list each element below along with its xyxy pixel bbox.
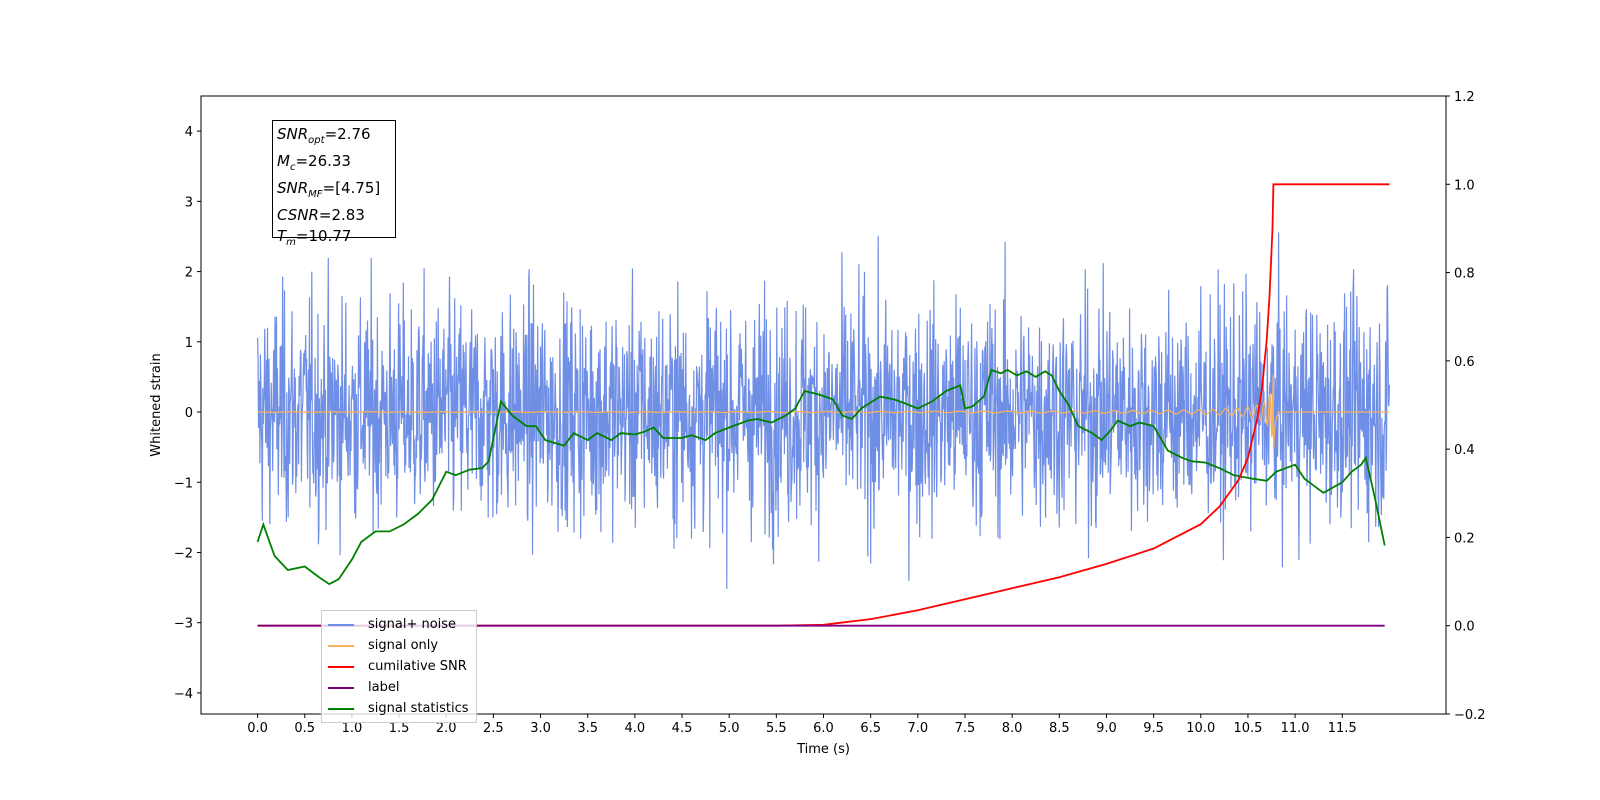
legend: signal+ noise signal only cumilative SNR… (321, 610, 477, 723)
signal-noise-line (257, 232, 1390, 590)
legend-item-signal-only: signal only (328, 635, 470, 656)
stat-csnr: CSNR=2.83 (277, 205, 391, 226)
y-axis-right: 1.2 1.0 0.8 0.6 0.4 0.2 0.0 −0.2 (1446, 90, 1486, 723)
legend-item-signal-noise: signal+ noise (328, 614, 470, 635)
legend-swatch (328, 686, 354, 689)
legend-label: signal+ noise (368, 617, 457, 632)
legend-swatch (328, 644, 354, 647)
x-tick-label: 8.0 (1002, 721, 1023, 736)
legend-label: cumilative SNR (368, 659, 467, 674)
y2-tick-label: 0.0 (1454, 620, 1475, 635)
legend-item-signal-statistics: signal statistics (328, 698, 470, 719)
y2-tick-label: 1.0 (1454, 178, 1475, 193)
stat-subscript: m (286, 237, 296, 248)
x-tick-label: 9.0 (1096, 721, 1117, 736)
signal-noise-series (257, 232, 1390, 590)
stats-annotation-box: SNRopt=2.76 Mc=26.33 SNRMF=[4.75] CSNR=2… (272, 120, 396, 248)
stat-merger-time: Tm=10.77 (277, 226, 391, 253)
stat-symbol: SNR (277, 179, 309, 197)
stat-symbol: M (277, 152, 290, 170)
x-tick-label: 5.0 (719, 721, 740, 736)
legend-item-label: label (328, 677, 470, 698)
stat-subscript: c (289, 162, 296, 173)
stat-name: Mc (277, 152, 296, 173)
stat-symbol: T (277, 227, 287, 245)
y2-tick-label: 1.2 (1454, 90, 1475, 105)
x-tick-label: 11.0 (1281, 721, 1310, 736)
stat-value: =2.76 (324, 125, 371, 143)
legend-swatch (328, 665, 354, 668)
x-tick-label: 4.0 (625, 721, 646, 736)
stat-name: Tm (277, 227, 296, 248)
y2-tick-label: 0.2 (1454, 531, 1475, 546)
stat-name: CSNR (277, 206, 319, 224)
legend-swatch (328, 707, 354, 710)
x-tick-label: 10.0 (1186, 721, 1215, 736)
legend-label: signal statistics (368, 701, 469, 716)
x-tick-label: 6.0 (813, 721, 834, 736)
stat-value: =2.83 (318, 206, 365, 224)
x-tick-label: 8.5 (1049, 721, 1070, 736)
x-tick-label: 2.5 (483, 721, 504, 736)
x-tick-label: 3.5 (577, 721, 598, 736)
y-tick-label: 0 (185, 406, 193, 421)
legend-label: signal only (368, 638, 439, 653)
stat-name: SNRMF (277, 179, 323, 200)
cumulative-snr-series (257, 183, 1390, 627)
y-tick-label: 2 (185, 266, 193, 281)
x-tick-label: 11.5 (1328, 721, 1357, 736)
signal-only-series (257, 375, 1390, 450)
y-tick-label: −3 (174, 617, 193, 632)
x-tick-label: 0.0 (247, 721, 268, 736)
y-tick-label: 4 (185, 125, 193, 140)
stat-value: =[4.75] (322, 179, 381, 197)
x-tick-label: 6.5 (860, 721, 881, 736)
x-tick-label: 9.5 (1143, 721, 1164, 736)
y-tick-label: 3 (185, 195, 193, 210)
x-tick-label: 3.0 (530, 721, 551, 736)
x-tick-label: 7.5 (955, 721, 976, 736)
y2-tick-label: 0.4 (1454, 443, 1475, 458)
stat-chirp-mass: Mc=26.33 (277, 151, 391, 178)
y-tick-label: −1 (174, 476, 193, 491)
x-axis-label: Time (s) (796, 742, 850, 757)
x-tick-label: 1.5 (389, 721, 410, 736)
x-tick-label: 1.0 (342, 721, 363, 736)
y2-tick-label: 0.6 (1454, 355, 1475, 370)
y-axis-left: 4 3 2 1 0 −1 −2 −3 −4 (174, 125, 201, 702)
x-tick-label: 5.5 (766, 721, 787, 736)
stat-snr-mf: SNRMF=[4.75] (277, 178, 391, 205)
stat-snr-opt: SNRopt=2.76 (277, 124, 391, 151)
y2-tick-label: −0.2 (1454, 708, 1486, 723)
stat-subscript: MF (308, 189, 323, 200)
x-tick-label: 2.0 (436, 721, 457, 736)
y-tick-label: 1 (185, 336, 193, 351)
x-tick-label: 7.0 (907, 721, 928, 736)
y2-tick-label: 0.8 (1454, 267, 1475, 282)
stat-value: =26.33 (295, 152, 351, 170)
y-tick-label: −4 (174, 687, 193, 702)
stat-value: =10.77 (295, 227, 352, 245)
stat-name: SNRopt (277, 125, 325, 146)
x-tick-label: 0.5 (294, 721, 315, 736)
x-tick-label: 10.5 (1233, 721, 1262, 736)
signal-statistics-line (256, 368, 1386, 586)
y-tick-label: −2 (174, 546, 193, 561)
signal-only-line (257, 375, 1390, 450)
legend-label: label (368, 680, 400, 695)
y-axis-label: Whitened strain (149, 353, 164, 456)
x-tick-label: 4.5 (672, 721, 693, 736)
x-axis: 0.0 0.5 1.0 1.5 2.0 2.5 3.0 3.5 4.0 4.5 5.0 5.5 6.0 6… (247, 714, 1357, 736)
legend-item-cumulative-snr: cumilative SNR (328, 656, 470, 677)
stat-symbol: CSNR (277, 206, 319, 224)
signal-statistics-series (256, 368, 1386, 586)
legend-swatch (328, 623, 354, 626)
cumulative-snr-line (257, 183, 1390, 627)
stat-symbol: SNR (277, 125, 309, 143)
stat-subscript: opt (308, 135, 325, 146)
